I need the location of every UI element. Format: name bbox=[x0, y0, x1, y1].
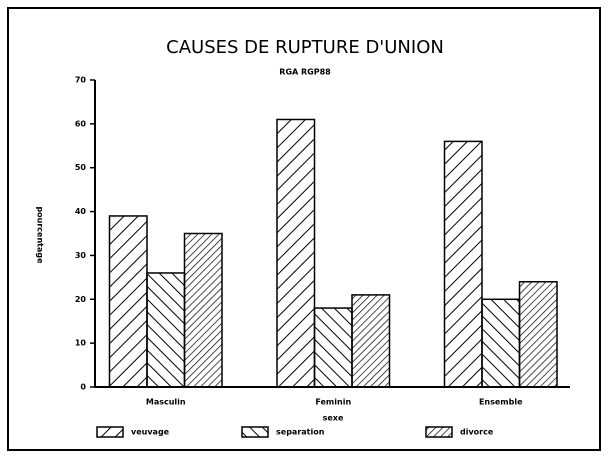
y-axis-label: pourcentage bbox=[36, 206, 45, 264]
y-tick-label: 0 bbox=[80, 383, 86, 392]
bar bbox=[351, 294, 391, 388]
bar bbox=[183, 232, 223, 388]
legend-swatch bbox=[96, 426, 124, 438]
y-tick-label: 50 bbox=[75, 163, 87, 172]
bar bbox=[276, 118, 316, 388]
bar bbox=[146, 272, 186, 388]
y-tick-label: 40 bbox=[75, 207, 87, 216]
y-tick-label: 10 bbox=[75, 339, 87, 348]
y-tick-label: 60 bbox=[75, 119, 87, 128]
chart-subtitle: RGA RGP88 bbox=[279, 68, 331, 77]
bar bbox=[481, 298, 521, 388]
legend-label: divorce bbox=[460, 428, 494, 437]
legend-swatch bbox=[425, 426, 453, 438]
x-axis-label: sexe bbox=[323, 414, 344, 423]
y-tick-label: 70 bbox=[75, 76, 87, 85]
bar bbox=[313, 307, 353, 388]
legend-label: veuvage bbox=[131, 428, 170, 437]
x-tick-label: Feminin bbox=[315, 398, 351, 407]
y-tick-label: 20 bbox=[75, 295, 87, 304]
frame bbox=[7, 7, 601, 451]
chart-title: CAUSES DE RUPTURE D'UNION bbox=[166, 37, 444, 58]
bar bbox=[518, 280, 558, 388]
bar bbox=[443, 140, 483, 388]
x-tick-label: Ensemble bbox=[479, 398, 523, 407]
legend-swatch bbox=[241, 426, 269, 438]
legend-label: separation bbox=[276, 428, 325, 437]
bar bbox=[108, 215, 148, 388]
y-tick-label: 30 bbox=[75, 251, 87, 260]
x-tick-label: Masculin bbox=[146, 398, 186, 407]
